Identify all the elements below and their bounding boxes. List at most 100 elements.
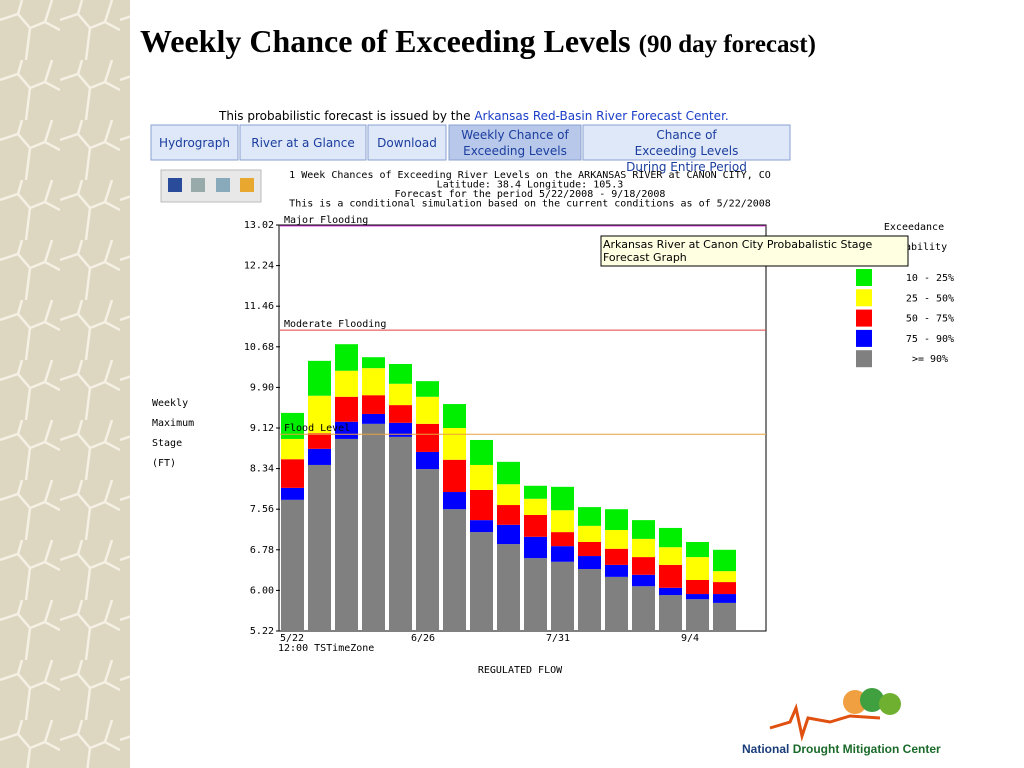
y-tick-label: 6.00 [250,585,274,596]
legend-swatch [856,289,872,307]
bar-segment [551,510,574,533]
save-icon[interactable] [168,178,182,192]
legend-swatch [856,309,872,327]
bar-segment [524,485,547,499]
bar-segment [389,405,412,423]
slide-title: Weekly Chance of Exceeding Levels (90 da… [140,23,816,59]
bar-segment [497,544,520,631]
print-icon[interactable] [191,178,205,192]
legend-title: Probability [881,242,947,253]
reference-label: Major Flooding [284,215,368,226]
y-tick-label: 12.24 [244,261,274,272]
bar-segment [551,546,574,562]
chart-header: This is a conditional simulation based o… [289,199,771,210]
bar-segment [416,396,439,424]
reference-label: Flood Level [284,423,350,434]
bar-segment [497,524,520,545]
tooltip: Arkansas River at Canon City Probabalist… [603,238,873,264]
bar-segment [389,383,412,406]
tab-line: Weekly Chance of [461,128,569,142]
bar-segment [416,469,439,631]
bar-segment [686,557,709,580]
bar-segment [713,582,736,595]
bar-segment [362,395,385,414]
y-tick-label: 11.46 [244,301,274,312]
x-tick-label: 6/26 [411,633,435,644]
bar-segment [470,464,493,490]
reference-label: Moderate Flooding [284,319,386,330]
y-tick-label: 7.56 [250,504,274,515]
bar-segment [686,594,709,600]
bar-segment [470,489,493,521]
bar-segment [686,541,709,558]
bar-segment [524,514,547,537]
bar-segment [605,509,628,531]
bar-segment [416,451,439,470]
legend-swatch [856,350,872,368]
bar-segment [632,520,655,539]
legend-label: 50 - 75% [906,314,954,325]
tab[interactable] [239,124,367,161]
logo-text: National Drought Mitigation Center [742,742,941,756]
tooltip-text: Arkansas River at Canon City Probabalist… [603,238,873,264]
bar-segment [308,464,331,631]
mail-icon[interactable] [216,178,230,192]
bar-segment [659,564,682,588]
bar-segment [686,599,709,631]
bar-segment [362,423,385,631]
legend-title: Exceedance [884,222,944,233]
bar-segment [362,357,385,369]
bar-segment [335,344,358,371]
tab[interactable] [448,124,582,161]
legend-label: 25 - 50% [906,293,954,304]
bar-segment [362,413,385,424]
tab-line: Exceeding Levels [463,144,567,158]
tab[interactable] [582,124,791,161]
y-axis-label: Stage [152,438,182,449]
bar-segment [389,422,412,437]
bar-segment [551,486,574,511]
bar-segment [497,461,520,485]
texture-strip [0,0,130,768]
tab-label: Download [377,136,437,150]
bar-segment [686,579,709,595]
legend-label: >= 90% [912,354,948,365]
bar-segment [281,459,304,488]
intro-text: This probabilistic forecast is issued by… [218,109,470,123]
title-sub: (90 day forecast) [639,31,816,58]
export-icon[interactable] [240,178,254,192]
y-tick-label: 8.34 [250,464,274,475]
tab-bar: Hydrograph River at a Glance Download Weekl… [150,124,791,174]
bar-segment [470,532,493,631]
bar-segment [281,412,304,439]
intro-link[interactable]: Arkansas Red-Basin River Forecast Center… [474,109,728,123]
bar-segment [335,396,358,422]
chart-header: 1 Week Chances of Exceeding River Levels… [289,170,771,181]
bar-segment [443,492,466,510]
bar-segment [659,587,682,596]
title-main: Weekly Chance of Exceeding Levels [140,23,631,59]
legend-label: 10 - 25% [906,273,954,284]
bar-segment [659,595,682,631]
bar-segment [308,433,331,449]
bar-segment [362,368,385,396]
bar-segment [578,525,601,542]
bar-segment [578,556,601,570]
bar-segment [470,520,493,533]
tab-line: During Entire Period [626,160,747,174]
y-axis-label: (FT) [152,458,176,469]
x-tick-label: 7/31 [546,633,570,644]
x-tick-label: 9/4 [681,633,699,644]
bar-segment [605,530,628,549]
tab-line: Chance of [656,128,717,142]
tab[interactable] [150,124,239,161]
tab[interactable] [367,124,447,161]
tab-label: Weekly Chance of Exceeding Levels [461,128,569,158]
y-tick-label: 6.78 [250,545,274,556]
bar-segment [605,564,628,577]
bar-segment [308,448,331,465]
logo: National Drought Mitigation Center [742,688,941,756]
bar-segment [632,586,655,631]
x-axis-label: 12:00 TSTimeZone [278,643,374,654]
bar-segment [578,569,601,631]
